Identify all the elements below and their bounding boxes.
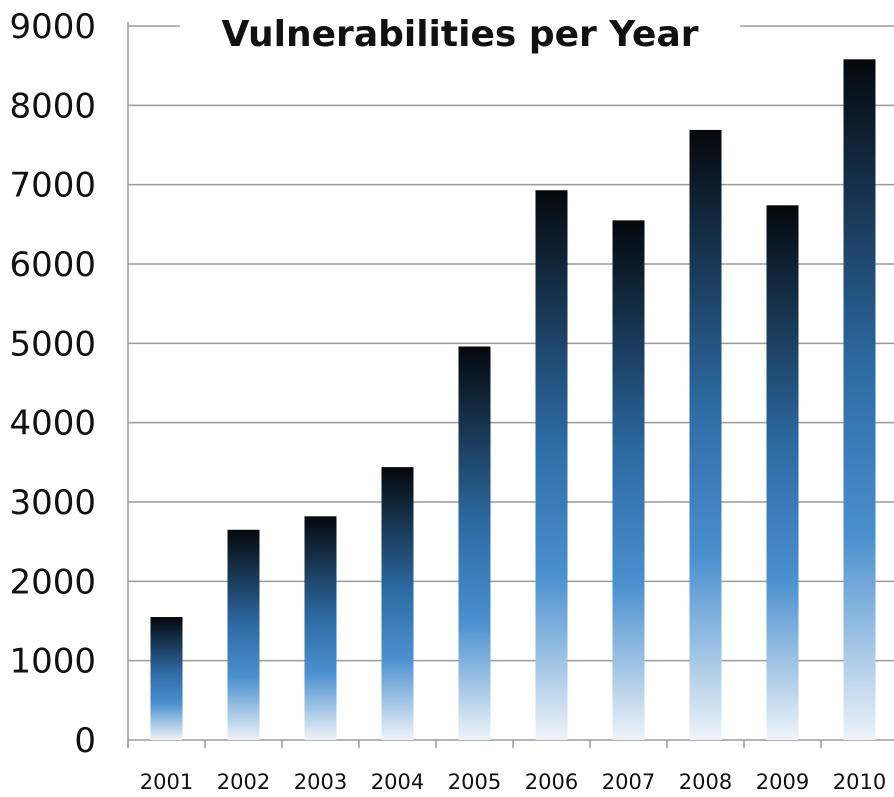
- bar-2003: [304, 516, 337, 740]
- bar-2005: [458, 346, 491, 740]
- bar-2004: [381, 467, 414, 740]
- bar-2002: [227, 529, 260, 740]
- y-tick-label: 9000: [9, 7, 96, 47]
- x-tick-label: 2007: [602, 770, 655, 794]
- y-tick-label: 2000: [9, 562, 96, 602]
- y-tick-labels: 0 1000 2000 3000 4000 5000 6000 7000 8000 9000: [9, 7, 96, 761]
- y-tick-label: 4000: [9, 404, 96, 444]
- bar-2009: [766, 205, 799, 740]
- x-tick-label: 2004: [371, 770, 424, 794]
- y-tick-label: 0: [74, 721, 96, 761]
- y-tick-label: 3000: [9, 483, 96, 523]
- x-tick-label: 2010: [833, 770, 886, 794]
- bar-2001: [150, 617, 183, 740]
- x-tick-label: 2006: [525, 770, 578, 794]
- y-tick-label: 6000: [9, 245, 96, 285]
- x-tick-label: 2002: [217, 770, 270, 794]
- bar-2006: [535, 190, 568, 741]
- x-tick-label: 2008: [679, 770, 732, 794]
- x-tick-label: 2003: [294, 770, 347, 794]
- y-tick-label: 8000: [9, 86, 96, 126]
- bar-2008: [689, 129, 722, 741]
- y-tick-label: 5000: [9, 324, 96, 364]
- x-tick-labels: 2001 2002 2003 2004 2005 2006 2007 2008 2009 2010: [140, 770, 886, 794]
- x-tick-label: 2001: [140, 770, 193, 794]
- y-tick-label: 7000: [9, 166, 96, 206]
- bar-2007: [612, 220, 645, 740]
- bars: [150, 59, 876, 741]
- y-tick-label: 1000: [9, 642, 96, 682]
- bar-2010: [843, 59, 876, 740]
- x-tick-label: 2005: [448, 770, 501, 794]
- chart-title: Vulnerabilities per Year: [180, 14, 740, 55]
- x-tick-label: 2009: [756, 770, 809, 794]
